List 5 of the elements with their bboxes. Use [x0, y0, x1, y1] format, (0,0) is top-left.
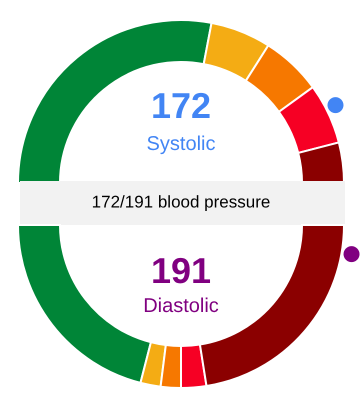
text: Systolic	[146, 133, 216, 155]
text: 172/191 blood pressure	[92, 192, 270, 212]
text: 191	[150, 250, 212, 291]
text: 172	[150, 85, 212, 126]
text: Diastolic	[143, 295, 219, 317]
